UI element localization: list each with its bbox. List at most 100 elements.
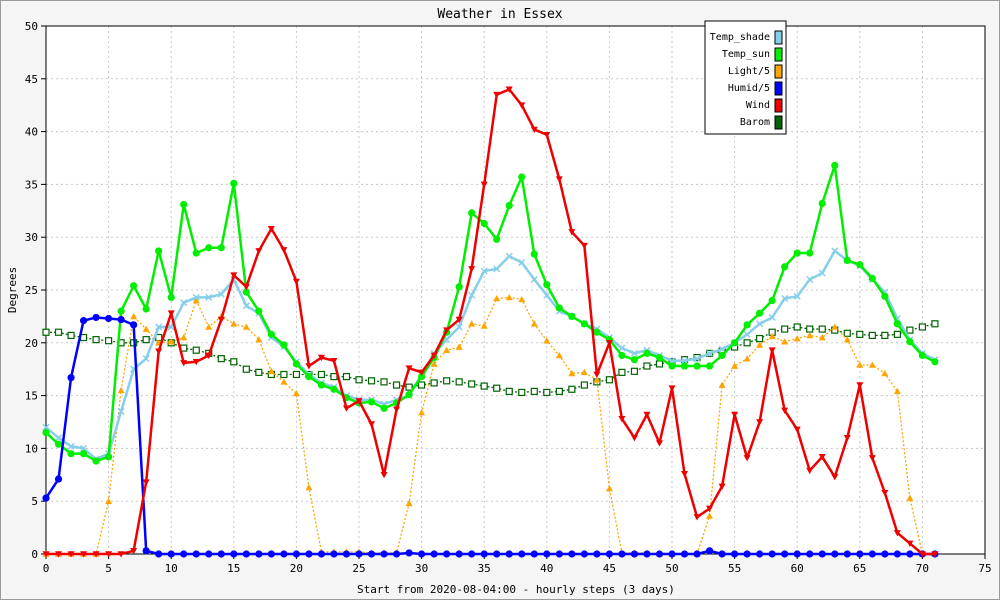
data-point-humid-5 [142, 547, 150, 555]
data-point-barom [380, 378, 388, 386]
x-tick-label: 65 [853, 562, 866, 575]
data-point-light-5 [280, 378, 288, 385]
data-point-wind [580, 242, 588, 250]
data-point-humid-5 [868, 550, 876, 558]
data-point-humid-5 [831, 550, 839, 558]
data-point-temp-sun [893, 320, 901, 328]
data-point-temp-sun [881, 292, 889, 300]
legend: Temp_shade Temp_sun Light/5 Humid/5 Wind Baro… [704, 20, 787, 135]
data-point-temp-sun [205, 244, 213, 252]
data-point-humid-5 [781, 550, 789, 558]
data-point-temp-sun [718, 351, 726, 360]
data-point-wind [292, 278, 300, 286]
legend-label: Humid/5 [728, 83, 770, 94]
data-point-humid-5 [768, 550, 776, 558]
data-point-humid-5 [305, 550, 313, 558]
data-point-barom [893, 330, 901, 338]
data-point-humid-5 [643, 550, 651, 558]
data-point-temp-shade [743, 330, 751, 338]
x-tick-label: 20 [290, 562, 303, 575]
data-point-barom [568, 385, 576, 393]
data-point-wind [718, 483, 726, 490]
data-point-light-5 [893, 387, 901, 395]
data-point-barom [743, 339, 751, 347]
data-point-temp-sun [493, 235, 501, 243]
data-point-temp-shade [468, 291, 476, 299]
data-point-temp-sun [831, 161, 839, 169]
data-point-humid-5 [705, 547, 714, 555]
data-point-temp-sun [843, 256, 851, 265]
data-point-temp-sun [655, 353, 664, 362]
data-point-temp-sun [217, 244, 225, 252]
data-point-temp-sun [130, 282, 138, 290]
data-point-humid-5 [392, 550, 401, 558]
data-point-light-5 [718, 381, 726, 388]
data-point-light-5 [781, 338, 789, 345]
data-point-light-5 [843, 336, 851, 343]
data-point-barom [443, 377, 451, 385]
data-point-light-5 [292, 389, 300, 397]
data-point-wind [180, 360, 188, 367]
data-point-wind [380, 472, 388, 479]
x-tick-label: 60 [791, 562, 804, 575]
data-point-barom [192, 346, 200, 354]
data-point-humid-5 [342, 550, 351, 558]
data-point-temp-sun [806, 249, 814, 257]
data-point-wind [92, 551, 100, 558]
data-point-barom [54, 328, 63, 336]
data-point-humid-5 [130, 321, 138, 329]
data-point-barom [355, 376, 363, 384]
data-point-barom [493, 384, 501, 392]
data-point-temp-sun [630, 356, 639, 364]
data-point-temp-sun [931, 358, 939, 366]
x-tick-label: 30 [415, 562, 428, 575]
data-point-humid-5 [718, 550, 726, 558]
series-line-light-5 [46, 296, 935, 555]
data-point-temp-shade [155, 323, 163, 331]
legend-label: Temp_sun [722, 49, 770, 60]
data-point-barom [418, 381, 426, 389]
data-point-humid-5 [367, 550, 376, 558]
data-point-temp-shade [668, 357, 676, 365]
data-point-temp-shade [505, 252, 513, 260]
data-point-wind [630, 435, 638, 442]
data-point-temp-sun [79, 450, 88, 458]
data-point-wind [530, 126, 538, 133]
data-point-barom [781, 325, 789, 333]
data-point-barom [468, 380, 476, 388]
data-point-temp-sun [380, 404, 388, 412]
series-line-wind [46, 88, 935, 556]
y-tick-label: 35 [25, 178, 38, 191]
data-point-barom [342, 372, 351, 381]
data-point-light-5 [267, 367, 275, 375]
legend-label: Light/5 [728, 66, 770, 77]
data-point-wind [693, 514, 701, 521]
data-point-wind [480, 181, 488, 188]
x-tick-label: 75 [978, 562, 991, 575]
data-point-temp-sun [618, 351, 626, 360]
data-point-temp-shade [42, 423, 50, 431]
data-point-humid-5 [543, 550, 551, 558]
data-point-barom [92, 336, 100, 344]
data-point-temp-sun [505, 201, 513, 210]
data-point-barom [655, 360, 664, 368]
data-point-temp-shade [192, 293, 200, 301]
data-point-wind [130, 548, 138, 555]
data-point-temp-sun [455, 283, 463, 291]
data-point-temp-sun [768, 296, 776, 305]
data-point-wind [555, 176, 563, 183]
legend-swatch [774, 64, 783, 79]
legend-swatch [774, 115, 783, 130]
data-point-temp-sun [868, 274, 876, 282]
data-point-wind [205, 352, 213, 359]
data-point-barom [931, 320, 939, 328]
legend-label: Barom [740, 117, 770, 128]
data-point-barom [142, 336, 150, 344]
data-point-light-5 [255, 336, 263, 343]
y-tick-label: 5 [31, 495, 38, 508]
legend-swatch [774, 47, 783, 62]
data-point-barom [480, 382, 488, 390]
data-point-humid-5 [856, 550, 864, 558]
data-point-humid-5 [530, 550, 538, 558]
